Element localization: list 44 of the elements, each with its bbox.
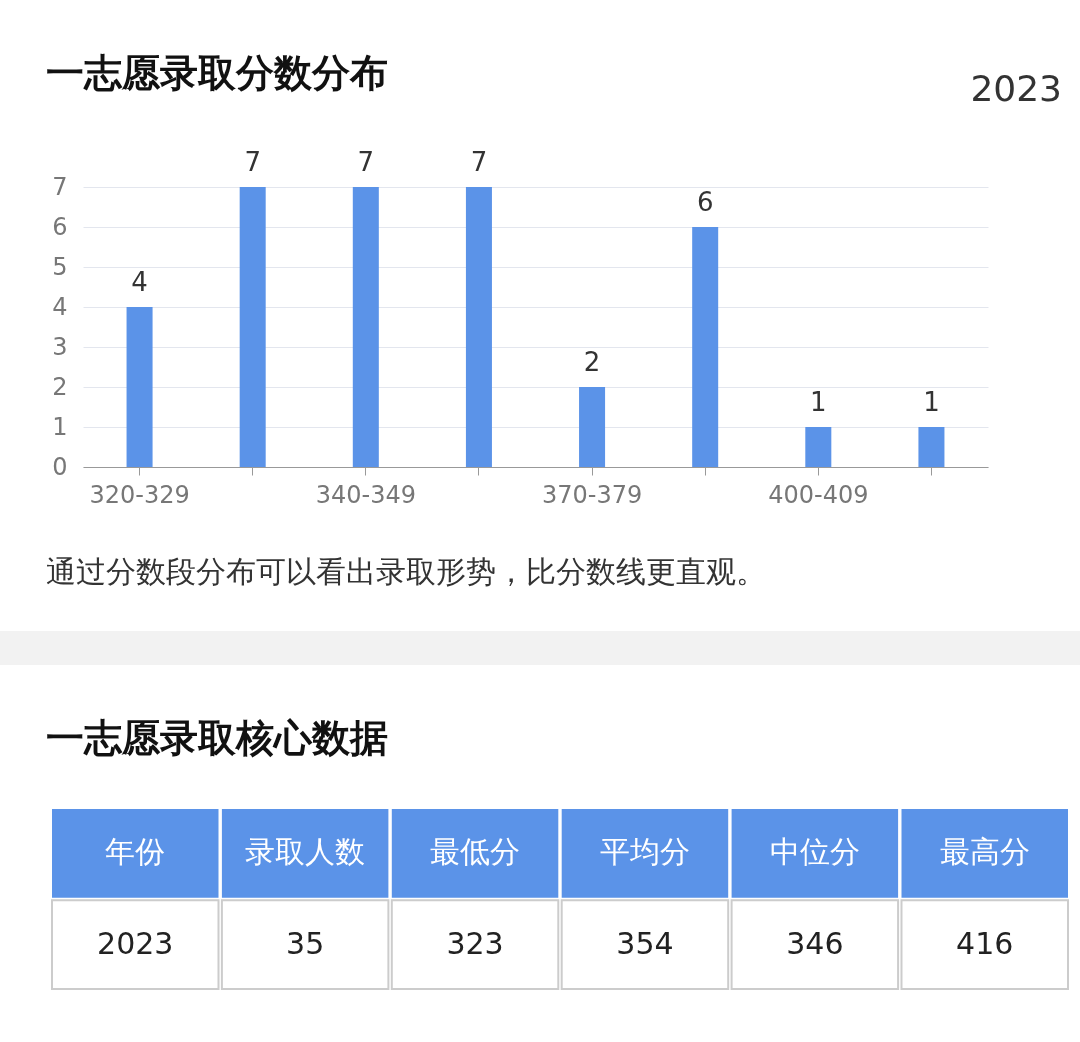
category-label: 平均分	[599, 834, 690, 870]
bar	[692, 227, 719, 467]
data-label: 2023	[97, 925, 174, 961]
chart-subtitle: 2023	[970, 68, 1062, 109]
y-tick-label: 2	[52, 372, 68, 401]
category-label: 中位分	[769, 834, 860, 870]
x-tick-label: 340-349	[315, 480, 416, 509]
data-label: 346	[786, 925, 844, 961]
bar	[579, 387, 606, 467]
chart-title: 一志愿录取分数分布	[46, 50, 388, 97]
text: 一志愿录取核心数据	[46, 715, 388, 762]
data-label: 1	[923, 387, 940, 417]
bar	[352, 187, 379, 467]
data-label: 7	[357, 147, 375, 177]
y-tick-label: 5	[52, 252, 68, 281]
category-label: 最高分	[939, 834, 1030, 870]
x-tick-label: 370-379	[541, 480, 643, 509]
y-tick-label: 0	[52, 452, 68, 481]
data-label: 354	[616, 925, 674, 961]
bar	[805, 427, 832, 467]
text: 通过分数段分布可以看出录取形势，比分数线更直观。	[46, 553, 767, 591]
data-label: 6	[696, 187, 714, 217]
y-tick-label: 3	[52, 332, 68, 361]
category-label: 年份	[105, 834, 166, 870]
data-label: 35	[286, 925, 325, 961]
data-label: 323	[446, 925, 504, 961]
y-tick-label: 1	[52, 412, 68, 441]
bar	[239, 187, 266, 467]
y-tick-label: 4	[52, 292, 68, 321]
data-label: 7	[244, 147, 261, 177]
category-label: 最低分	[430, 834, 521, 870]
x-tick-label: 400-409	[768, 480, 869, 509]
bar	[465, 187, 492, 467]
y-tick-label: 7	[52, 172, 68, 201]
y-tick-label: 6	[52, 212, 68, 241]
data-label: 2	[583, 347, 601, 377]
data-label: 7	[470, 147, 488, 177]
data-label: 4	[131, 267, 148, 297]
data-label: 1	[810, 387, 827, 417]
x-tick-label: 320-329	[89, 480, 190, 509]
bar	[918, 427, 945, 467]
bar	[126, 307, 153, 467]
data-label: 416	[956, 925, 1014, 961]
category-label: 录取人数	[245, 834, 366, 870]
